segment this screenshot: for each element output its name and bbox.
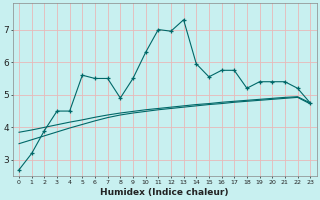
X-axis label: Humidex (Indice chaleur): Humidex (Indice chaleur)	[100, 188, 229, 197]
